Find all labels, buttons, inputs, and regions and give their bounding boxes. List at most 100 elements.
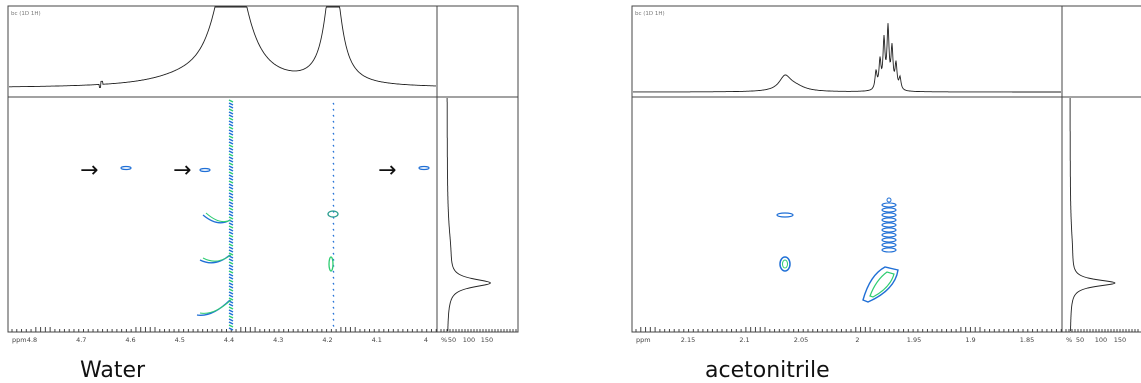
contour xyxy=(332,174,335,177)
contour xyxy=(228,195,234,199)
contour xyxy=(228,285,234,289)
contour xyxy=(881,212,897,218)
contour xyxy=(228,258,234,262)
contour xyxy=(332,288,335,291)
x-tick-label: 1.9 xyxy=(965,336,975,344)
x-tick-label: 4.5 xyxy=(175,336,185,344)
contour xyxy=(332,120,335,123)
contour xyxy=(332,132,335,135)
x-tick-label: 2.05 xyxy=(794,336,808,344)
contour xyxy=(332,270,335,273)
contour xyxy=(327,210,339,218)
contour xyxy=(881,247,897,253)
contour xyxy=(228,138,234,142)
contour xyxy=(228,141,234,145)
contour xyxy=(228,135,234,139)
contour xyxy=(228,225,234,229)
contour xyxy=(228,309,234,313)
contour xyxy=(228,132,234,136)
contour xyxy=(228,144,234,148)
x-tick-label: 2.15 xyxy=(681,336,695,344)
contour xyxy=(228,222,234,226)
contour xyxy=(228,165,234,169)
contour xyxy=(199,299,232,314)
arrow: → xyxy=(378,158,396,183)
contour xyxy=(228,210,234,214)
panel-header: bc (1D 1H) xyxy=(635,11,665,17)
contour xyxy=(782,259,788,269)
x-tick-label: 4.1 xyxy=(372,336,382,344)
side-tick-label: % xyxy=(441,336,447,344)
x-tick-label: ppm xyxy=(636,336,651,344)
contour xyxy=(779,256,791,272)
spectrum-1d xyxy=(1069,98,1116,332)
frame xyxy=(7,5,519,333)
contour xyxy=(332,324,335,327)
contour xyxy=(228,267,234,271)
contour xyxy=(332,306,335,309)
contour xyxy=(228,201,234,205)
contour xyxy=(886,197,892,203)
contour xyxy=(862,266,899,303)
contour xyxy=(228,270,234,274)
contour xyxy=(332,162,335,165)
contour xyxy=(228,168,234,172)
contour xyxy=(332,108,335,111)
contour xyxy=(332,300,335,303)
contour xyxy=(332,180,335,183)
contour xyxy=(332,138,335,141)
contour xyxy=(228,291,234,295)
contour xyxy=(776,212,794,218)
contour xyxy=(228,198,234,202)
contour xyxy=(228,294,234,298)
panel-acetonitrile: bc (1D 1H) acetonitrile xyxy=(631,5,1141,383)
contour xyxy=(881,207,897,213)
contour xyxy=(332,246,335,249)
contour xyxy=(228,186,234,190)
contour xyxy=(228,129,234,133)
contour xyxy=(332,282,335,285)
contour xyxy=(205,212,232,223)
contour xyxy=(228,183,234,187)
contour xyxy=(228,192,234,196)
contour xyxy=(228,102,234,106)
contour xyxy=(202,254,232,262)
contour xyxy=(332,312,335,315)
x-tick-label: 4.7 xyxy=(76,336,86,344)
caption: Water xyxy=(80,358,146,383)
x-tick-label: 4.6 xyxy=(125,336,135,344)
contour xyxy=(228,237,234,241)
side-tick-label: 150 xyxy=(481,336,493,344)
contour xyxy=(228,327,234,331)
x-tick-label: 4.4 xyxy=(224,336,234,344)
contour xyxy=(332,126,335,129)
contour xyxy=(228,228,234,232)
x-tick-label: 4.3 xyxy=(273,336,283,344)
panel-header: bc (1D 1H) xyxy=(11,11,41,17)
panel-water: bc (1D 1H) → → → Water xyxy=(7,5,519,383)
contour xyxy=(228,177,234,181)
contour xyxy=(332,144,335,147)
contour xyxy=(228,276,234,280)
contour xyxy=(228,99,234,103)
contour xyxy=(332,294,335,297)
contour xyxy=(332,318,335,321)
x-tick-label: ppm xyxy=(12,336,27,344)
x-tick-label: 2 xyxy=(855,336,859,344)
contour xyxy=(228,120,234,124)
contour xyxy=(228,240,234,244)
contour xyxy=(418,165,430,171)
side-tick-label: 50 xyxy=(1076,336,1084,344)
x-tick-label: 4 xyxy=(424,336,428,344)
contour xyxy=(228,234,234,238)
contour xyxy=(332,198,335,201)
contour xyxy=(196,299,231,316)
contour xyxy=(869,271,895,298)
contour xyxy=(332,168,335,171)
contour xyxy=(228,303,234,307)
contour xyxy=(332,114,335,117)
side-tick-label: % xyxy=(1066,336,1072,344)
contour xyxy=(228,312,234,316)
contour xyxy=(120,165,132,171)
contour xyxy=(228,171,234,175)
